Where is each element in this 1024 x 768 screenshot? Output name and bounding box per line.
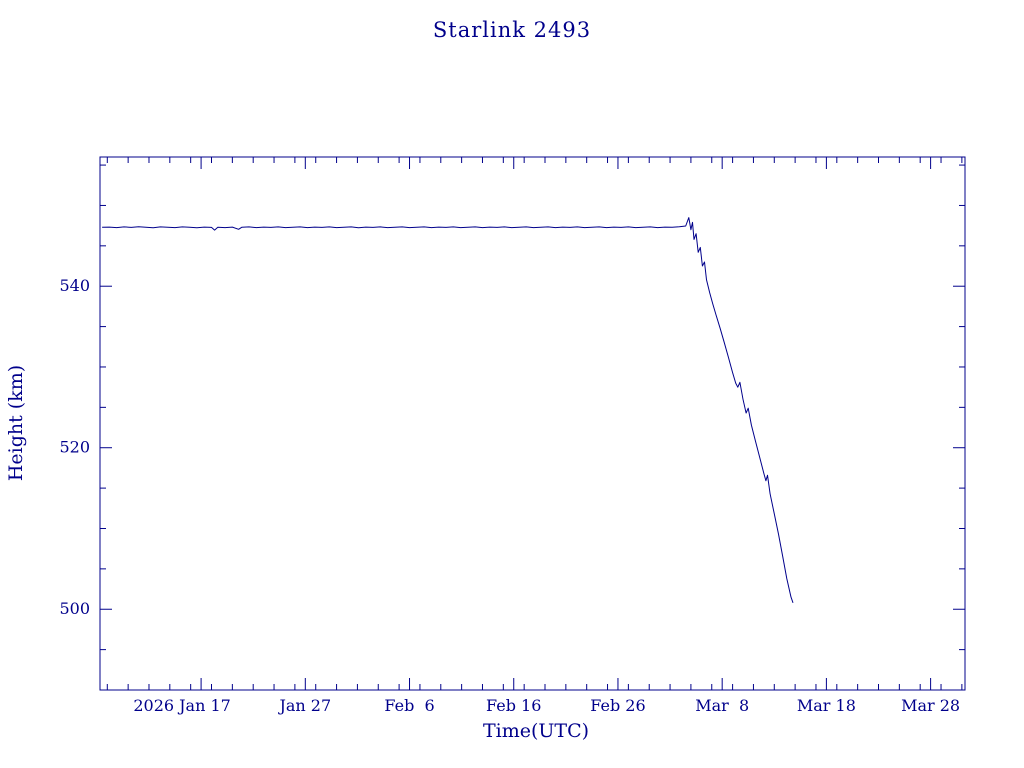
height-series-line bbox=[102, 217, 794, 603]
x-tick-label: Jan 27 bbox=[277, 696, 331, 715]
y-axis-label: Height (km) bbox=[5, 365, 27, 481]
y-tick-label: 540 bbox=[59, 276, 90, 295]
x-tick-label: Mar 8 bbox=[695, 696, 749, 715]
plot-layer: 2026 Jan 17 Jan 27 Feb 6 Feb 16 Feb 26 Mar 8 M… bbox=[59, 156, 966, 715]
x-axis-label: Time(UTC) bbox=[483, 720, 589, 742]
x-tick-label: Feb 16 bbox=[486, 696, 541, 715]
y-tick-label: 520 bbox=[59, 438, 90, 457]
x-tick-label: Mar 28 bbox=[901, 696, 960, 715]
x-tick-label: 2026 Jan 17 bbox=[133, 696, 231, 715]
chart-title: Starlink 2493 bbox=[433, 18, 591, 42]
x-tick-label: Mar 18 bbox=[797, 696, 856, 715]
x-tick-label: Feb 26 bbox=[590, 696, 645, 715]
y-tick-label: 500 bbox=[59, 599, 90, 618]
x-tick-label: Feb 6 bbox=[384, 696, 434, 715]
plot-frame bbox=[99, 156, 966, 691]
